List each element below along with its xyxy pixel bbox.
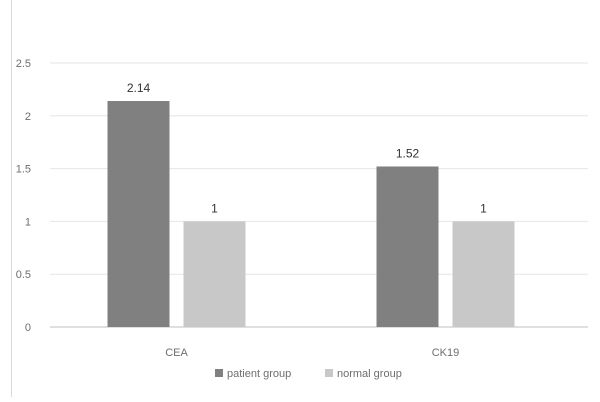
bar-normal-group-ck19 — [452, 221, 515, 327]
x-tick-label: CEA — [165, 347, 188, 359]
data-label: 1 — [480, 201, 487, 215]
legend-swatch-normal-group — [325, 369, 333, 377]
bar-patient-group-ck19 — [376, 166, 439, 327]
data-label: 2.14 — [127, 81, 151, 95]
legend-label: normal group — [337, 368, 402, 380]
x-tick-label: CK19 — [432, 347, 460, 359]
y-tick-label: 0.5 — [16, 269, 31, 281]
frame-border — [11, 0, 12, 397]
bar-patient-group-cea — [107, 101, 170, 328]
y-tick-label: 1.5 — [16, 164, 31, 176]
y-tick-label: 0 — [25, 322, 31, 334]
bar-normal-group-cea — [183, 221, 246, 327]
y-tick-label: 1 — [25, 216, 31, 228]
legend-swatch-patient-group — [215, 369, 223, 377]
legend-label: patient group — [227, 368, 291, 380]
y-tick-label: 2.5 — [16, 58, 31, 70]
y-tick-label: 2 — [25, 111, 31, 123]
data-label: 1.52 — [396, 146, 420, 160]
data-label: 1 — [211, 201, 218, 215]
